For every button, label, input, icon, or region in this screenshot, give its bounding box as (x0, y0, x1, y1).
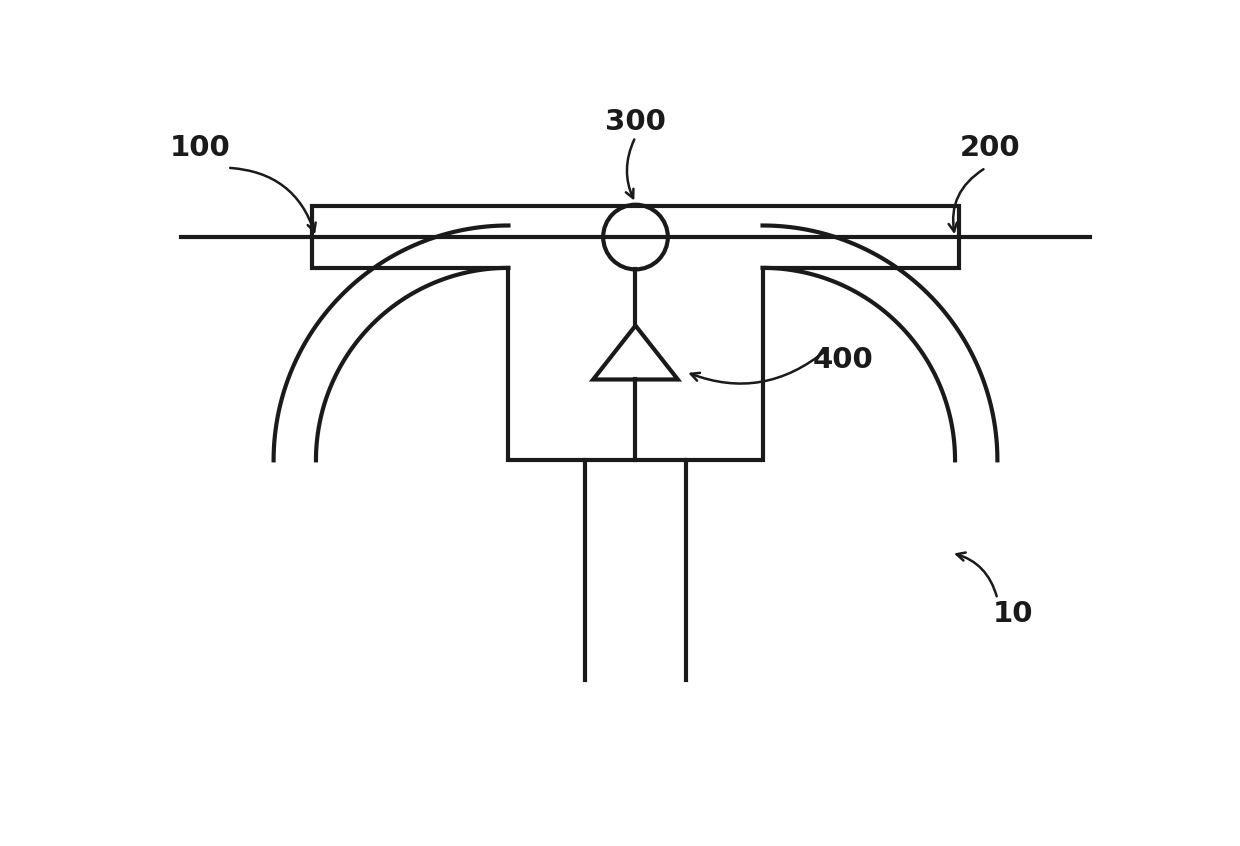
Text: 400: 400 (813, 346, 874, 374)
Text: 100: 100 (170, 135, 231, 162)
Text: 300: 300 (605, 107, 666, 135)
Text: 10: 10 (992, 601, 1033, 629)
Text: 200: 200 (960, 135, 1021, 162)
